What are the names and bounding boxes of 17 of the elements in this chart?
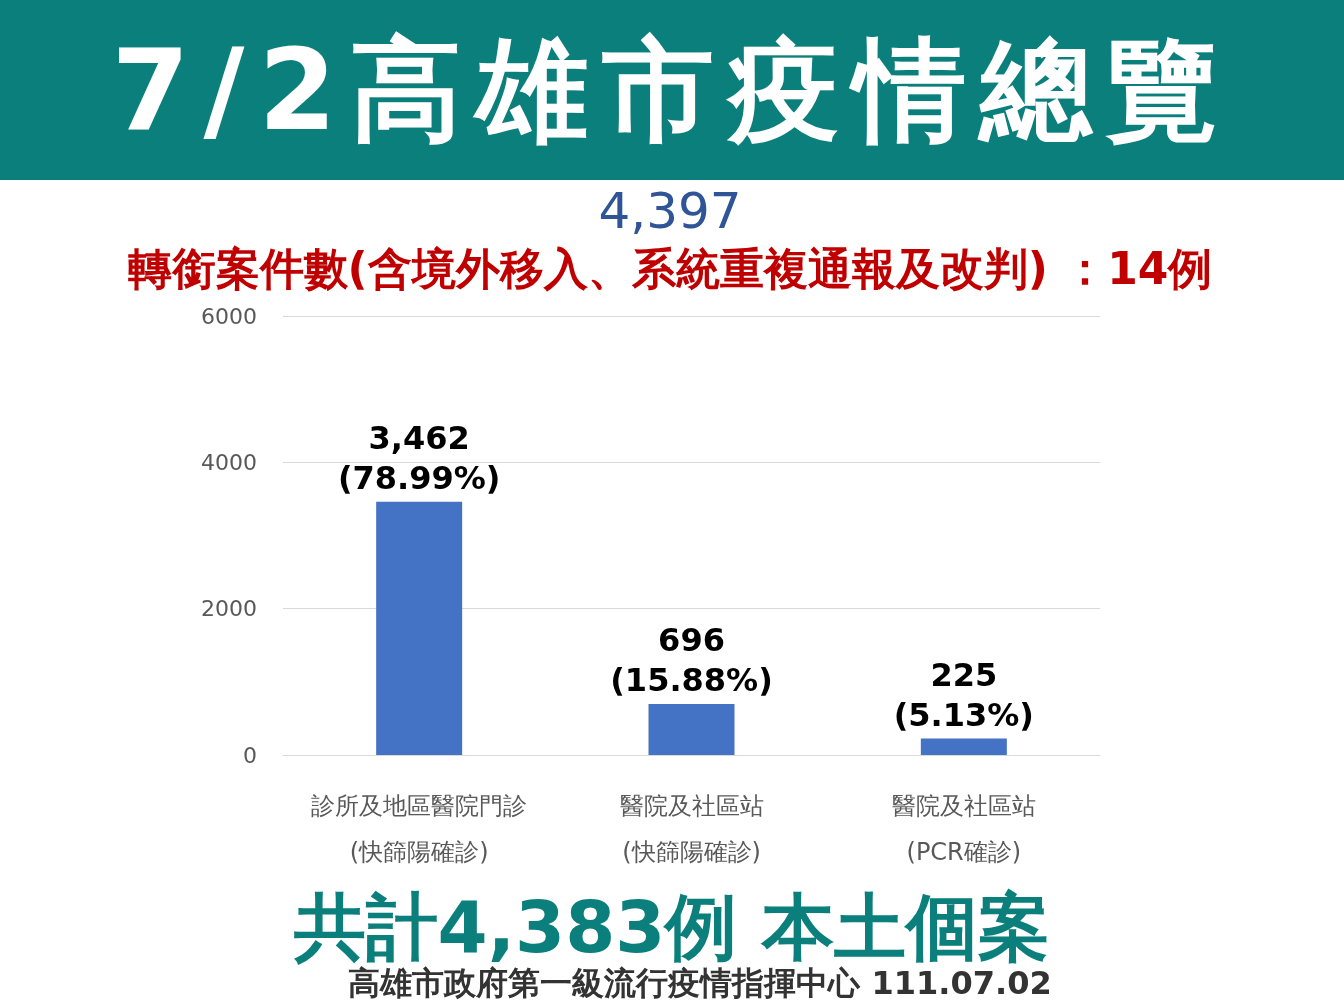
data-label: 225 (5.13%) (893, 655, 1034, 734)
y-tick-label: 0 (243, 742, 257, 768)
text: 高雄市政府第一級流行疫情指揮中心 111.07.02 (348, 964, 1053, 1004)
bar (376, 501, 463, 755)
text: 轉銜案件數(含境外移入、系統重複通報及改判) ：14例 (126, 242, 1214, 296)
x-tick-label: 醫院及社區站 (PCR確診) (891, 792, 1036, 866)
bar (648, 704, 735, 755)
chart-title: 7/2高雄市疫情總覽 (0, 0, 1344, 180)
x-tick-label: 診所及地區醫院門診 (快篩陽確診) (311, 792, 528, 866)
y-tick-label: 4000 (201, 449, 257, 475)
bar (920, 738, 1007, 755)
chart-subtitle: 4,397 (597, 182, 743, 240)
x-tick-label: 醫院及社區站 (快篩陽確診) (619, 792, 764, 866)
y-tick-label: 6000 (201, 303, 257, 329)
data-label: 696 (15.88%) (610, 621, 773, 700)
data-label: 3,462 (78.99%) (337, 418, 501, 497)
y-tick-label: 2000 (201, 596, 257, 622)
